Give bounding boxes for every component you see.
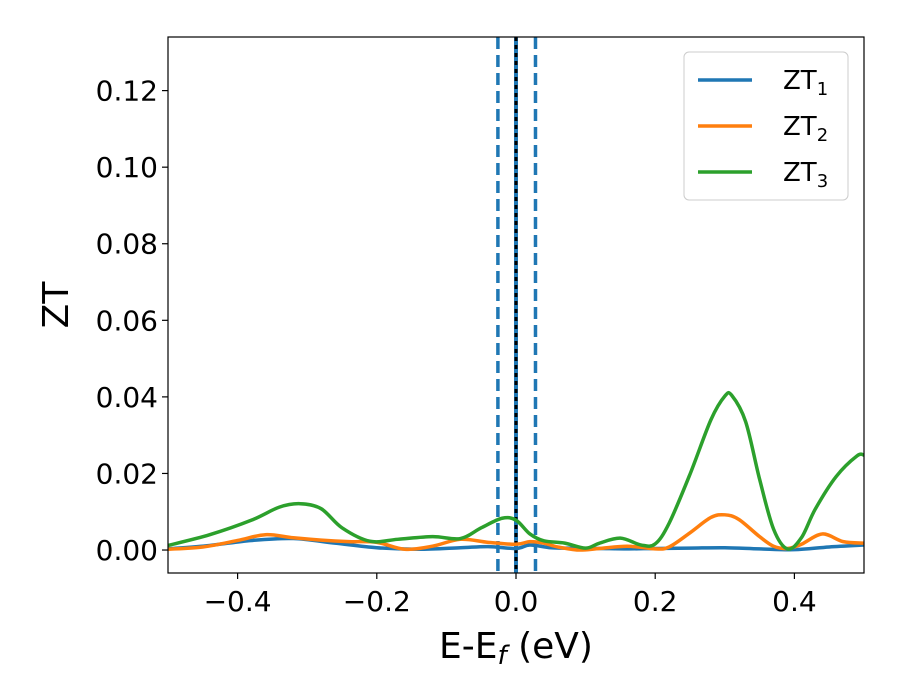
legend-label-zt1: ZT1 [783, 66, 828, 100]
x-tick-label: −0.4 [204, 585, 272, 618]
x-axis-label-unit: (eV) [507, 626, 593, 667]
y-tick-label: 0.08 [96, 228, 158, 261]
series-line-zt3 [168, 390, 864, 551]
series-line-zt2 [168, 512, 864, 552]
y-tick-label: 0.04 [96, 381, 158, 414]
legend: ZT1 ZT2 ZT3 [683, 51, 849, 201]
y-axis-label: ZT [36, 281, 77, 329]
reference-lines [496, 37, 538, 573]
y-axis-ticks: 0.00 0.02 0.04 0.06 0.08 0.10 0.12 [96, 75, 168, 567]
y-tick-label: 0.02 [96, 457, 158, 490]
x-axis-ticks: −0.4 −0.2 0.0 0.2 0.4 [204, 573, 817, 618]
y-tick-label: 0.06 [96, 304, 158, 337]
legend-box [683, 51, 849, 201]
legend-label-zt3: ZT3 [783, 158, 828, 192]
x-tick-label: 0.4 [772, 585, 817, 618]
y-tick-label: 0.00 [96, 534, 158, 567]
y-tick-label: 0.10 [96, 151, 158, 184]
y-tick-label: 0.12 [96, 75, 158, 108]
x-tick-label: −0.2 [343, 585, 411, 618]
x-axis-label: E-Ef (eV) [439, 626, 593, 671]
series-lines [168, 390, 864, 552]
x-tick-label: 0.0 [494, 585, 539, 618]
x-tick-label: 0.2 [633, 585, 678, 618]
legend-label-zt2: ZT2 [783, 112, 828, 146]
